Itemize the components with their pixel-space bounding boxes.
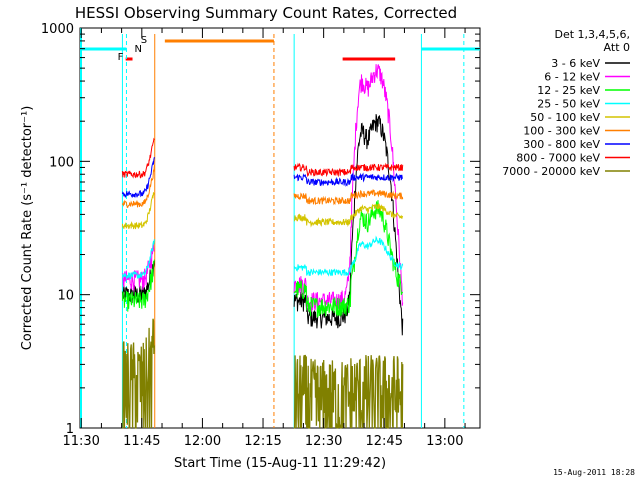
series-line-12-25kev bbox=[293, 200, 404, 318]
legend-label: 7000 - 20000 keV bbox=[502, 165, 600, 178]
series-line-300-800kev bbox=[121, 156, 155, 199]
x-tick-label: 11:30 bbox=[62, 434, 99, 449]
legend-label: 50 - 100 keV bbox=[530, 111, 600, 124]
x-tick-label: 13:00 bbox=[426, 434, 463, 449]
series-line-50-100kev bbox=[121, 192, 155, 230]
x-tick-label: 12:15 bbox=[244, 434, 281, 449]
legend-label: 3 - 6 keV bbox=[551, 57, 600, 70]
x-tick-label: 12:45 bbox=[366, 434, 403, 449]
y-tick-label: 10 bbox=[57, 289, 74, 304]
y-tick-label: 1 bbox=[66, 422, 74, 437]
flag-label-F: F bbox=[118, 52, 124, 63]
chart-title: HESSI Observing Summary Count Rates, Cor… bbox=[75, 4, 457, 22]
legend-label: 12 - 25 keV bbox=[537, 84, 600, 97]
series-line-6-12kev bbox=[293, 64, 404, 313]
footer-date: 15-Aug-2011 18:28 bbox=[553, 468, 635, 477]
y-axis-label: Corrected Count Rate (s⁻¹ detector⁻¹) bbox=[20, 106, 35, 351]
x-tick-label: 12:30 bbox=[305, 434, 342, 449]
series-line-12-25kev bbox=[121, 259, 155, 312]
x-tick-label: 12:00 bbox=[184, 434, 221, 449]
flag-label-N: N bbox=[134, 44, 141, 55]
x-axis-label: Start Time (15-Aug-11 11:29:42) bbox=[174, 456, 386, 471]
series-line-300-800kev bbox=[293, 172, 403, 188]
x-tick-label: 11:45 bbox=[123, 434, 160, 449]
legend-label: 300 - 800 keV bbox=[523, 138, 600, 151]
series-line-25-50kev bbox=[121, 239, 155, 280]
y-tick-label: 100 bbox=[49, 155, 74, 170]
series-line-7000-20000kev bbox=[122, 318, 156, 429]
series-line-100-300kev bbox=[293, 188, 404, 206]
legend-header-2: Att 0 bbox=[604, 41, 630, 54]
legend-label: 25 - 50 keV bbox=[537, 98, 600, 111]
series-line-800-7000kev bbox=[121, 137, 155, 179]
legend-header-1: Det 1,3,4,5,6, bbox=[554, 28, 630, 41]
y-tick-label: 1000 bbox=[41, 22, 74, 37]
legend-label: 6 - 12 keV bbox=[544, 71, 600, 84]
legend-label: 800 - 7000 keV bbox=[516, 152, 600, 165]
series-line-25-50kev bbox=[293, 235, 404, 277]
series-line-50-100kev bbox=[293, 203, 404, 228]
series-line-100-300kev bbox=[121, 164, 155, 208]
series-line-800-7000kev bbox=[293, 162, 404, 178]
legend-label: 100 - 300 keV bbox=[523, 125, 600, 138]
series-line-3-6kev bbox=[293, 114, 404, 336]
series-line-7000-20000kev bbox=[293, 354, 404, 429]
flag-label-S: S bbox=[141, 35, 147, 46]
